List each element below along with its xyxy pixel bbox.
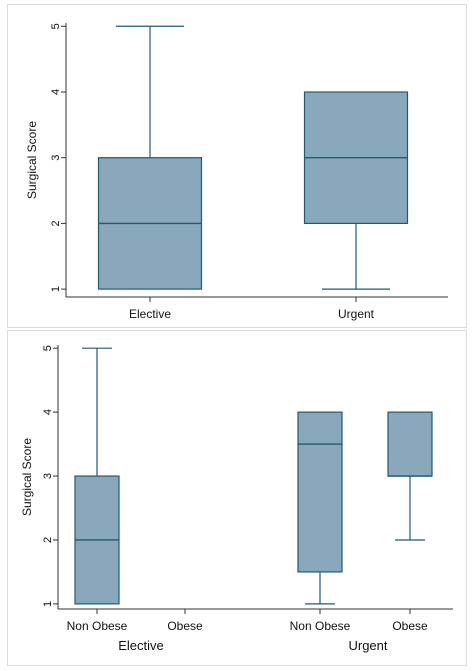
y-tick-label: 5 — [42, 345, 54, 351]
y-tick-label: 1 — [42, 601, 54, 607]
group-label: Urgent — [348, 638, 387, 653]
top-box-plot: 1 2 3 4 5 Surgical Score Elective Urgent — [25, 23, 448, 321]
y-tick-label: 3 — [42, 473, 54, 479]
bottom-box-plot: 1 2 3 4 5 Surgical Score Non Obese Obese Non Obe… — [20, 345, 453, 653]
x-tick-label: Obese — [392, 619, 428, 633]
iqr-box — [297, 411, 343, 573]
y-tick-label: 4 — [50, 89, 62, 95]
bottom-chart-panel: 1 2 3 4 5 Surgical Score Non Obese Obese Non Obe… — [7, 330, 467, 666]
x-tick-label: Non Obese — [290, 619, 351, 633]
y-axis-title: Surgical Score — [25, 121, 39, 199]
y-tick-label: 2 — [42, 537, 54, 543]
y-tick-label: 2 — [50, 220, 62, 226]
y-tick-label: 5 — [50, 23, 62, 29]
x-tick-label: Non Obese — [67, 619, 128, 633]
x-tick-label: Obese — [167, 619, 203, 633]
group-label: Elective — [118, 638, 164, 653]
y-tick-label: 1 — [50, 286, 62, 292]
y-tick-label: 4 — [42, 409, 54, 415]
x-tick-label: Elective — [129, 307, 171, 321]
top-chart-panel: 1 2 3 4 5 Surgical Score Elective Urgent — [7, 4, 467, 328]
iqr-box — [387, 411, 433, 477]
x-tick-label: Urgent — [338, 307, 375, 321]
y-axis-title: Surgical Score — [20, 438, 34, 516]
y-tick-label: 3 — [50, 155, 62, 161]
